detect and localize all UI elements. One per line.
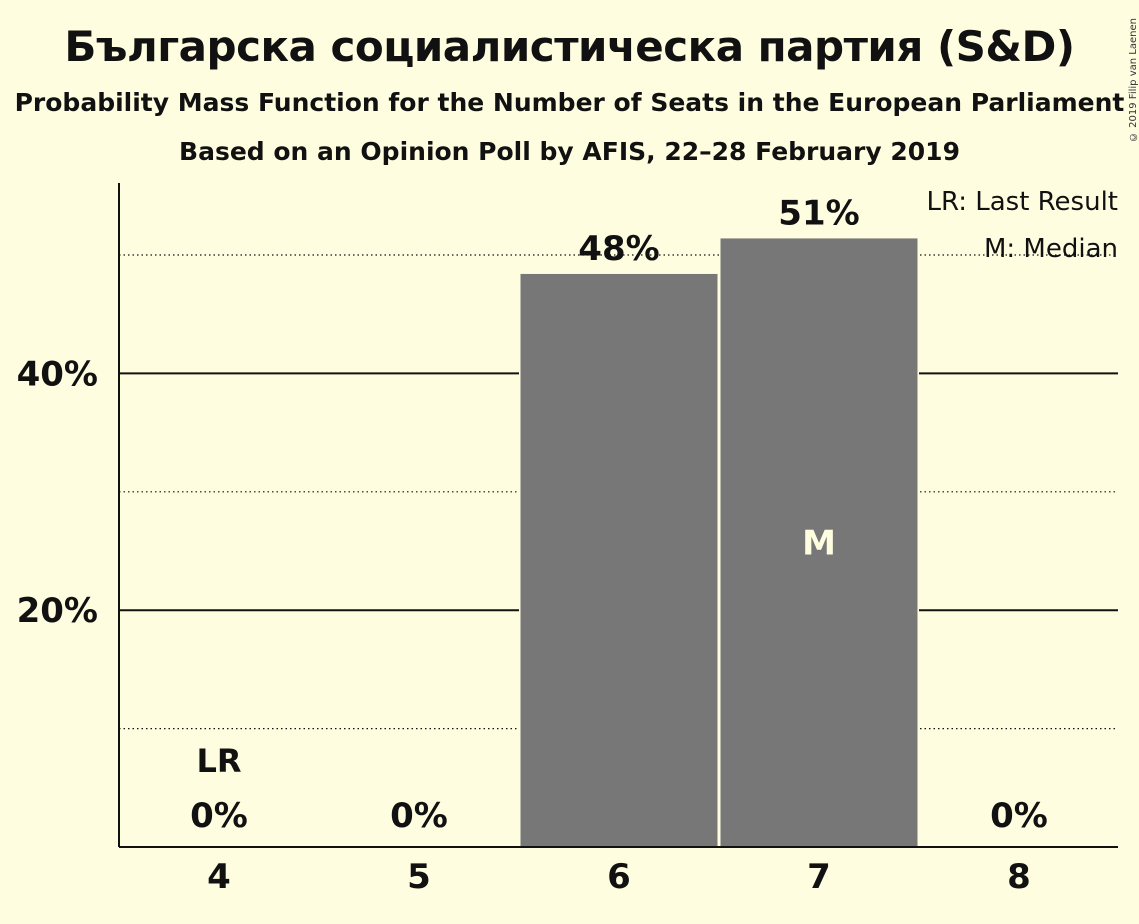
bar xyxy=(520,273,718,848)
axes xyxy=(118,183,1118,848)
x-tick-label: 4 xyxy=(207,857,231,897)
x-tick-label: 6 xyxy=(607,857,631,897)
data-label: 0% xyxy=(190,796,248,836)
data-label: 51% xyxy=(778,193,859,233)
y-tick-label: 40% xyxy=(17,354,98,394)
median-marker: M xyxy=(802,524,836,564)
legend-last-result: LR: Last Result xyxy=(926,187,1118,217)
legend-median: M: Median xyxy=(984,234,1118,264)
data-label: 48% xyxy=(578,229,659,269)
bar xyxy=(720,238,918,847)
chart-source-note: Based on an Opinion Poll by AFIS, 22–28 … xyxy=(179,137,960,166)
chart-title: Българска социалистическа партия (S&D) xyxy=(64,22,1075,71)
bars xyxy=(519,236,919,848)
y-tick-label: 20% xyxy=(17,591,98,631)
x-tick-label: 7 xyxy=(807,857,831,897)
x-tick-label: 5 xyxy=(407,857,431,897)
data-label: 0% xyxy=(390,796,448,836)
last-result-marker: LR xyxy=(196,742,241,780)
data-label: 0% xyxy=(990,796,1048,836)
x-tick-label: 8 xyxy=(1007,857,1031,897)
chart-subtitle: Probability Mass Function for the Number… xyxy=(14,88,1125,117)
